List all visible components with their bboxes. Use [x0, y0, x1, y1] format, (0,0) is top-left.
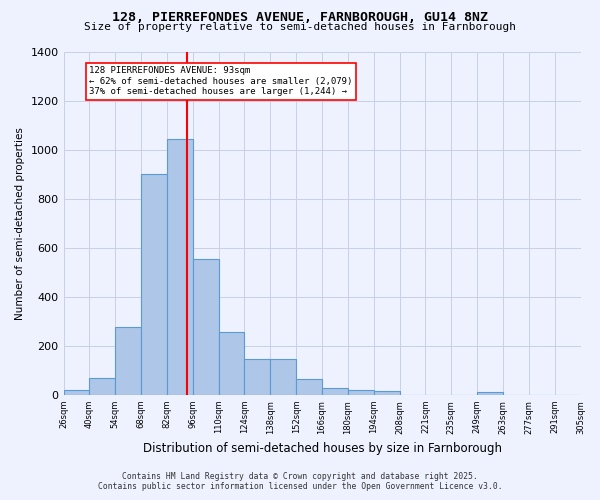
Bar	[271, 360, 296, 395]
Bar	[374, 392, 400, 395]
Bar	[89, 378, 115, 395]
Text: Size of property relative to semi-detached houses in Farnborough: Size of property relative to semi-detach…	[84, 22, 516, 32]
Bar	[322, 388, 348, 395]
Text: Contains HM Land Registry data © Crown copyright and database right 2025.
Contai: Contains HM Land Registry data © Crown c…	[98, 472, 502, 491]
Bar	[296, 379, 322, 395]
Bar	[141, 174, 167, 395]
Bar	[115, 328, 141, 395]
Bar	[64, 390, 89, 395]
Bar	[477, 392, 503, 395]
Bar	[167, 138, 193, 395]
Text: 128, PIERREFONDES AVENUE, FARNBOROUGH, GU14 8NZ: 128, PIERREFONDES AVENUE, FARNBOROUGH, G…	[112, 11, 488, 24]
X-axis label: Distribution of semi-detached houses by size in Farnborough: Distribution of semi-detached houses by …	[143, 442, 502, 455]
Bar	[348, 390, 374, 395]
Bar	[193, 259, 218, 395]
Bar	[244, 360, 271, 395]
Bar	[218, 332, 244, 395]
Text: 128 PIERREFONDES AVENUE: 93sqm
← 62% of semi-detached houses are smaller (2,079): 128 PIERREFONDES AVENUE: 93sqm ← 62% of …	[89, 66, 353, 96]
Y-axis label: Number of semi-detached properties: Number of semi-detached properties	[15, 127, 25, 320]
